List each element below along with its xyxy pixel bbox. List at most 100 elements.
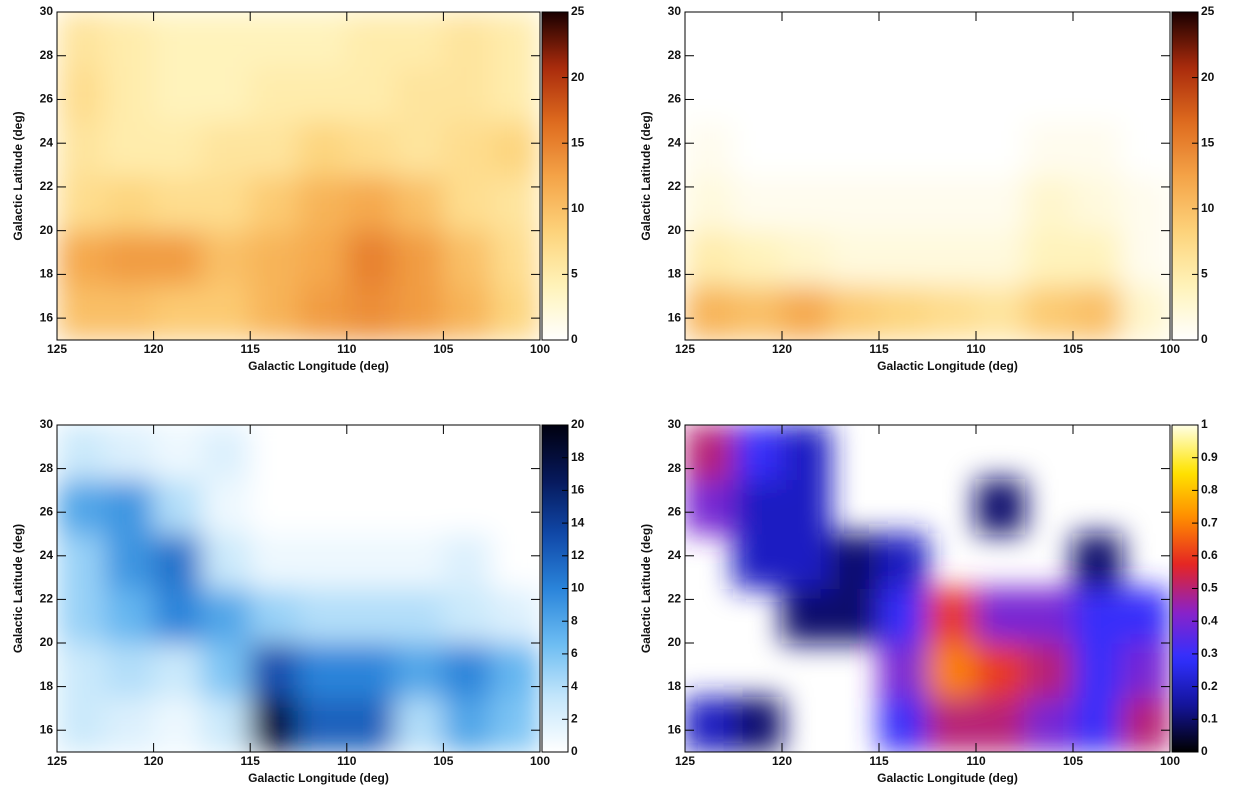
heatmap-cell bbox=[1024, 588, 1074, 644]
heatmap-cell bbox=[249, 588, 299, 644]
colorbar-tick-label: 5 bbox=[1201, 267, 1208, 281]
heatmap-cell bbox=[685, 230, 734, 286]
heatmap-cell bbox=[57, 284, 106, 340]
y-tick-label: 20 bbox=[668, 223, 682, 237]
y-tick-label: 28 bbox=[40, 461, 54, 475]
heatmap-cell bbox=[201, 479, 251, 535]
heatmap-cell bbox=[830, 588, 880, 644]
colorbar-tick-label: 0.8 bbox=[1201, 483, 1218, 497]
heatmap-cell bbox=[1072, 120, 1122, 177]
y-tick-label: 22 bbox=[40, 179, 54, 193]
heatmap-cell bbox=[57, 66, 106, 122]
heatmap-cell bbox=[1072, 697, 1122, 752]
heatmap-cell bbox=[491, 284, 540, 340]
heatmap-cell bbox=[442, 175, 493, 232]
plot-frame bbox=[684, 11, 1171, 341]
colorbar-tick-label: 2 bbox=[571, 711, 578, 725]
y-tick-label: 22 bbox=[40, 592, 54, 606]
heatmap-cell bbox=[830, 66, 880, 122]
heatmap-cell bbox=[346, 533, 396, 589]
heatmap-cell bbox=[927, 284, 977, 340]
heatmap-cell bbox=[249, 533, 299, 589]
heatmap-cell bbox=[878, 12, 928, 68]
panel: 125 120 115 110 105 100 16 18 20 22 24 26 28 30 Galact… bbox=[639, 417, 1218, 785]
heatmap-cell bbox=[1024, 120, 1074, 177]
x-tick-label: 100 bbox=[1160, 754, 1180, 768]
heatmap-cell bbox=[878, 284, 928, 340]
heatmap-cell bbox=[491, 588, 540, 644]
heatmap-cell bbox=[442, 230, 493, 286]
heatmap-cell bbox=[1072, 66, 1122, 122]
heatmap-cell bbox=[1121, 588, 1170, 644]
heatmap-cell bbox=[104, 175, 155, 232]
y-tick-label: 30 bbox=[40, 417, 54, 431]
colorbar-tick-label: 0.6 bbox=[1201, 548, 1218, 562]
colorbar-tick-label: 10 bbox=[571, 581, 585, 595]
heatmap-cell bbox=[733, 120, 783, 177]
heatmap-cell bbox=[346, 588, 396, 644]
heatmap-cell bbox=[153, 230, 203, 286]
heatmap-cell bbox=[249, 120, 299, 177]
y-tick-label: 30 bbox=[40, 4, 54, 18]
y-tick-label: 26 bbox=[668, 504, 682, 518]
heatmap-cell bbox=[733, 533, 783, 589]
y-tick-label: 18 bbox=[40, 679, 54, 693]
heatmap-cell bbox=[927, 175, 977, 232]
heatmap-cell bbox=[394, 12, 444, 68]
heatmap-cell bbox=[975, 284, 1025, 340]
colorbar-tick-label: 20 bbox=[1201, 70, 1215, 84]
x-tick-label: 105 bbox=[1063, 754, 1083, 768]
heatmap-cell bbox=[781, 66, 831, 122]
heatmap-cell bbox=[685, 479, 734, 535]
y-tick-label: 16 bbox=[40, 722, 54, 736]
x-axis-label: Galactic Longitude (deg) bbox=[877, 771, 1018, 785]
heatmap-cell bbox=[1024, 642, 1074, 698]
heatmap-cell bbox=[442, 284, 493, 340]
heatmap-cell bbox=[201, 12, 251, 68]
heatmap-cell bbox=[1072, 230, 1122, 286]
y-axis-label: Galactic Latitude (deg) bbox=[11, 524, 25, 653]
heatmap-cell bbox=[298, 284, 348, 340]
x-axis-label: Galactic Longitude (deg) bbox=[877, 359, 1018, 373]
heatmap-cell bbox=[1072, 284, 1122, 340]
heatmap-cell bbox=[975, 588, 1025, 644]
x-tick-label: 110 bbox=[337, 754, 357, 768]
heatmap-cell bbox=[733, 697, 783, 752]
heatmap-cell bbox=[298, 479, 348, 535]
y-axis-label: Galactic Latitude (deg) bbox=[639, 524, 653, 653]
heatmap-cell bbox=[830, 284, 880, 340]
colorbar-tick-label: 16 bbox=[571, 483, 585, 497]
heatmap-cell bbox=[298, 697, 348, 752]
heatmap-cell bbox=[927, 66, 977, 122]
heatmap-cell bbox=[1121, 175, 1170, 232]
colorbar-tick-label: 25 bbox=[571, 4, 585, 18]
heatmap-cell bbox=[346, 642, 396, 698]
y-tick-label: 18 bbox=[40, 267, 54, 281]
colorbar-tick-label: 10 bbox=[1201, 201, 1215, 215]
heatmap-cell bbox=[685, 425, 734, 480]
heatmap-cell bbox=[57, 588, 106, 644]
heatmap-cell bbox=[201, 533, 251, 589]
heatmap-cell bbox=[201, 642, 251, 698]
heatmap-cell bbox=[153, 533, 203, 589]
y-tick-label: 22 bbox=[668, 592, 682, 606]
heatmap-cell bbox=[878, 175, 928, 232]
heatmap-cell bbox=[57, 120, 106, 177]
x-tick-label: 115 bbox=[241, 754, 261, 768]
heatmap-cell bbox=[733, 230, 783, 286]
heatmap-cell bbox=[298, 425, 348, 480]
heatmap-cell bbox=[491, 230, 540, 286]
colorbar-tick-label: 12 bbox=[571, 548, 585, 562]
heatmap-cell bbox=[394, 479, 444, 535]
heatmap-cell bbox=[104, 642, 155, 698]
heatmap-cell bbox=[153, 697, 203, 752]
heatmap-cell bbox=[153, 642, 203, 698]
heatmap-cell bbox=[491, 12, 540, 68]
heatmap-cell bbox=[830, 12, 880, 68]
heatmap-cell bbox=[878, 120, 928, 177]
y-axis-label: Galactic Latitude (deg) bbox=[639, 111, 653, 240]
x-tick-label: 100 bbox=[530, 342, 550, 356]
heatmap-cell bbox=[249, 175, 299, 232]
heatmap-cell bbox=[878, 642, 928, 698]
